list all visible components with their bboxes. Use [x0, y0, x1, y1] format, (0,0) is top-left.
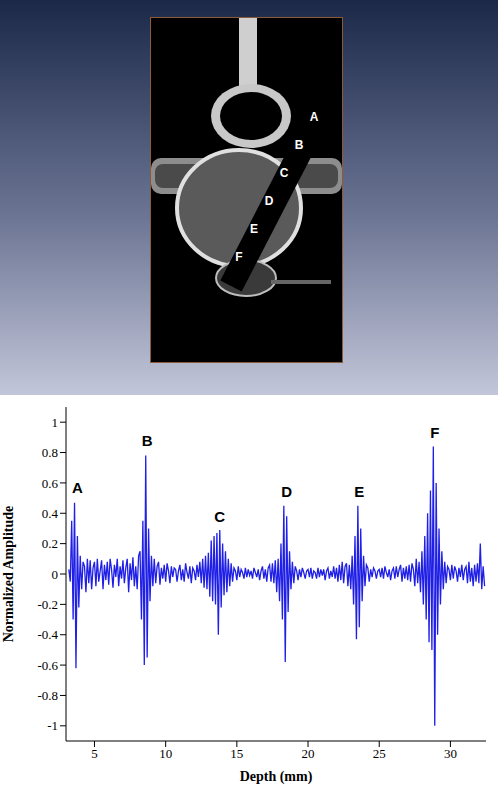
svg-text:A: A	[310, 110, 319, 124]
svg-text:-0.2: -0.2	[37, 597, 58, 612]
svg-text:-0.6: -0.6	[37, 658, 58, 673]
svg-text:20: 20	[302, 746, 315, 761]
svg-text:E: E	[354, 483, 364, 500]
svg-text:D: D	[281, 483, 292, 500]
svg-text:C: C	[214, 508, 225, 525]
svg-text:F: F	[235, 250, 242, 264]
svg-text:0.2: 0.2	[42, 536, 58, 551]
svg-text:Depth (mm): Depth (mm)	[240, 769, 313, 785]
svg-text:5: 5	[91, 746, 98, 761]
svg-text:F: F	[430, 424, 439, 441]
svg-text:B: B	[142, 432, 153, 449]
svg-text:Normalized Amplitude: Normalized Amplitude	[1, 506, 16, 643]
svg-text:1: 1	[52, 415, 59, 430]
svg-text:15: 15	[230, 746, 243, 761]
svg-text:-0.4: -0.4	[37, 627, 58, 642]
svg-text:-1: -1	[47, 718, 58, 733]
svg-text:10: 10	[159, 746, 172, 761]
svg-text:0.6: 0.6	[42, 476, 59, 491]
svg-text:25: 25	[373, 746, 386, 761]
svg-text:E: E	[250, 222, 258, 236]
svg-text:D: D	[265, 194, 274, 208]
svg-text:C: C	[280, 166, 289, 180]
svg-text:0: 0	[52, 567, 59, 582]
svg-text:0.8: 0.8	[42, 445, 58, 460]
svg-text:-0.8: -0.8	[37, 688, 58, 703]
svg-text:A: A	[72, 479, 83, 496]
svg-text:0.4: 0.4	[42, 506, 59, 521]
svg-text:B: B	[295, 138, 304, 152]
svg-text:30: 30	[444, 746, 457, 761]
